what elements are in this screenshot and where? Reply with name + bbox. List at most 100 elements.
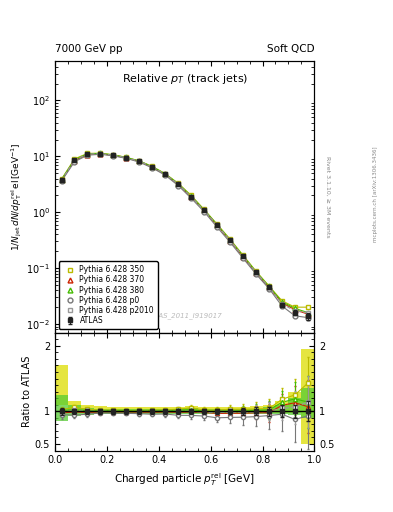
Pythia 6.428 380 — [150, 163, 155, 169]
Pythia 6.428 380 — [176, 181, 181, 187]
Pythia 6.428 p0 — [137, 159, 142, 165]
Line: Pythia 6.428 350: Pythia 6.428 350 — [59, 151, 310, 310]
Y-axis label: Rivet 3.1.10, ≥ 3M events: Rivet 3.1.10, ≥ 3M events — [325, 156, 330, 238]
Pythia 6.428 370 — [72, 158, 77, 164]
Pythia 6.428 380 — [59, 177, 64, 183]
Pythia 6.428 350 — [111, 152, 116, 158]
Line: Pythia 6.428 p2010: Pythia 6.428 p2010 — [59, 151, 310, 315]
Line: Pythia 6.428 370: Pythia 6.428 370 — [59, 152, 310, 316]
Pythia 6.428 350 — [59, 176, 64, 182]
Pythia 6.428 380 — [85, 151, 90, 157]
Pythia 6.428 p2010 — [59, 177, 64, 183]
Text: Soft QCD: Soft QCD — [267, 44, 314, 54]
Pythia 6.428 p0 — [124, 155, 129, 161]
Pythia 6.428 350 — [150, 163, 155, 169]
Pythia 6.428 350 — [137, 158, 142, 164]
Pythia 6.428 380 — [98, 151, 103, 157]
Pythia 6.428 370 — [98, 151, 103, 157]
Pythia 6.428 380 — [124, 155, 129, 161]
Pythia 6.428 p2010 — [202, 207, 207, 214]
Pythia 6.428 380 — [215, 222, 220, 228]
Pythia 6.428 370 — [137, 158, 142, 164]
Pythia 6.428 350 — [163, 170, 168, 177]
Pythia 6.428 p2010 — [189, 194, 194, 200]
Line: Pythia 6.428 380: Pythia 6.428 380 — [59, 151, 310, 315]
Text: 7000 GeV pp: 7000 GeV pp — [55, 44, 123, 54]
Pythia 6.428 350 — [176, 180, 181, 186]
Pythia 6.428 370 — [124, 155, 129, 161]
Pythia 6.428 p2010 — [137, 158, 142, 164]
Pythia 6.428 350 — [124, 154, 129, 160]
Pythia 6.428 p2010 — [150, 164, 155, 170]
Pythia 6.428 350 — [267, 283, 272, 289]
Pythia 6.428 370 — [241, 253, 246, 260]
Text: Relative $p_T$ (track jets): Relative $p_T$ (track jets) — [121, 72, 248, 87]
Pythia 6.428 p2010 — [228, 237, 233, 243]
Text: mcplots.cern.ch [arXiv:1306.3436]: mcplots.cern.ch [arXiv:1306.3436] — [373, 147, 378, 242]
Pythia 6.428 370 — [202, 207, 207, 214]
Pythia 6.428 350 — [241, 252, 246, 259]
Pythia 6.428 370 — [85, 152, 90, 158]
Pythia 6.428 p2010 — [267, 284, 272, 290]
Pythia 6.428 370 — [254, 269, 259, 275]
Pythia 6.428 370 — [228, 238, 233, 244]
Pythia 6.428 p0 — [202, 209, 207, 215]
Pythia 6.428 p0 — [59, 178, 64, 184]
Pythia 6.428 370 — [59, 178, 64, 184]
Pythia 6.428 p2010 — [85, 151, 90, 157]
Pythia 6.428 350 — [72, 156, 77, 162]
Pythia 6.428 350 — [306, 304, 310, 310]
Pythia 6.428 380 — [163, 171, 168, 177]
Text: ATLAS_2011_I919017: ATLAS_2011_I919017 — [147, 312, 222, 319]
Pythia 6.428 p0 — [254, 271, 259, 277]
Pythia 6.428 380 — [111, 152, 116, 158]
Pythia 6.428 380 — [280, 298, 285, 305]
Pythia 6.428 370 — [150, 164, 155, 170]
Pythia 6.428 380 — [189, 193, 194, 199]
Pythia 6.428 p2010 — [176, 181, 181, 187]
Pythia 6.428 350 — [85, 151, 90, 157]
Pythia 6.428 p2010 — [215, 222, 220, 228]
Pythia 6.428 370 — [215, 222, 220, 228]
Pythia 6.428 370 — [280, 300, 285, 306]
Legend: Pythia 6.428 350, Pythia 6.428 370, Pythia 6.428 380, Pythia 6.428 p0, Pythia 6.: Pythia 6.428 350, Pythia 6.428 370, Pyth… — [59, 262, 158, 329]
Pythia 6.428 350 — [189, 193, 194, 199]
Pythia 6.428 p0 — [98, 151, 103, 157]
Pythia 6.428 p0 — [228, 239, 233, 245]
Pythia 6.428 p2010 — [124, 155, 129, 161]
Pythia 6.428 p0 — [111, 153, 116, 159]
Pythia 6.428 p0 — [163, 172, 168, 178]
Y-axis label: $1/N_\mathrm{jet}\,dN/dp^\mathrm{rel}_\mathrm{T}\,\mathrm{el}\,[\mathrm{GeV}^{-1: $1/N_\mathrm{jet}\,dN/dp^\mathrm{rel}_\m… — [9, 143, 24, 251]
Pythia 6.428 350 — [202, 206, 207, 212]
Pythia 6.428 p0 — [215, 224, 220, 230]
Pythia 6.428 p0 — [306, 314, 310, 321]
Pythia 6.428 350 — [280, 298, 285, 304]
Y-axis label: Ratio to ATLAS: Ratio to ATLAS — [22, 356, 32, 428]
Pythia 6.428 380 — [228, 237, 233, 243]
Pythia 6.428 380 — [306, 310, 310, 316]
Pythia 6.428 p0 — [85, 152, 90, 158]
Pythia 6.428 p0 — [241, 255, 246, 261]
Pythia 6.428 370 — [176, 181, 181, 187]
Pythia 6.428 p2010 — [254, 269, 259, 275]
Pythia 6.428 p2010 — [111, 152, 116, 158]
X-axis label: Charged particle $p_T^{\rm rel}$ [GeV]: Charged particle $p_T^{\rm rel}$ [GeV] — [114, 471, 255, 488]
Pythia 6.428 p2010 — [98, 151, 103, 157]
Pythia 6.428 p2010 — [72, 157, 77, 163]
Pythia 6.428 p0 — [176, 182, 181, 188]
Pythia 6.428 370 — [293, 307, 298, 313]
Pythia 6.428 380 — [241, 253, 246, 259]
Pythia 6.428 370 — [163, 172, 168, 178]
Pythia 6.428 370 — [189, 194, 194, 200]
Pythia 6.428 p2010 — [280, 301, 285, 307]
Pythia 6.428 370 — [306, 311, 310, 317]
Pythia 6.428 380 — [254, 269, 259, 275]
Pythia 6.428 350 — [98, 150, 103, 156]
Pythia 6.428 370 — [111, 153, 116, 159]
Pythia 6.428 350 — [228, 236, 233, 242]
Pythia 6.428 p2010 — [241, 253, 246, 260]
Line: Pythia 6.428 p0: Pythia 6.428 p0 — [59, 152, 310, 320]
Pythia 6.428 p0 — [293, 313, 298, 319]
Pythia 6.428 380 — [202, 207, 207, 213]
Pythia 6.428 p2010 — [293, 308, 298, 314]
